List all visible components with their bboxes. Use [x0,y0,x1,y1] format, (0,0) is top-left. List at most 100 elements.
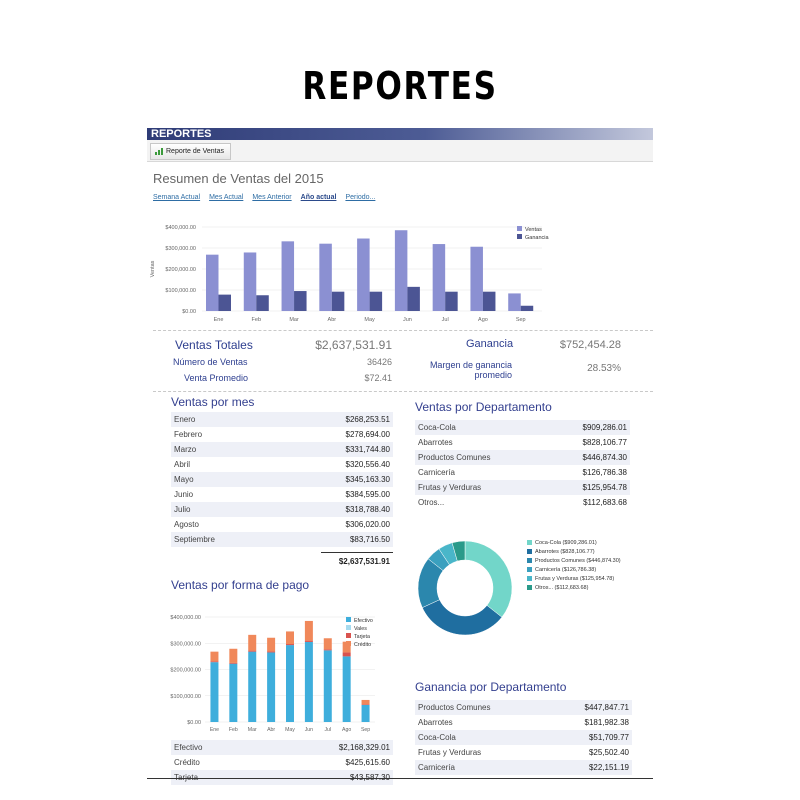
x-tick-label: Jun [305,727,313,733]
bar-tarjeta [323,649,332,651]
x-tick-label: Abr [328,317,337,323]
total-divider [321,552,393,553]
legend-label: Frutas y Verduras ($125,954.78) [535,575,615,582]
bar-ventas [357,238,370,311]
legend-item: Coca-Cola ($909,286.01) [527,538,621,547]
bar-ganancia [331,291,345,311]
y-tick-label: $400,000.00 [170,615,201,621]
ventas-por-mes-title: Ventas por mes [171,395,255,409]
bar-ganancia [218,294,231,311]
row-value: $2,168,329.01 [254,740,393,755]
row-value: $83,716.50 [277,532,393,547]
legend-label: Carnicería ($126,786.38) [535,566,597,573]
bar-efectivo [323,650,332,722]
departamento-donut-chart [417,540,513,636]
table-row: Mayo $345,163.30 [171,472,393,487]
table-row: Crédito $425,615.60 [171,755,393,770]
profit-label: Ganancia [466,338,514,350]
tab-ano-actual[interactable]: Año actual [300,194,337,201]
row-label: Agosto [174,520,199,529]
ventas-por-departamento-table: Coca-Cola $909,286.01 Abarrotes $828,106.77… [415,420,630,510]
bar-tarjeta [342,652,351,657]
bar-tarjeta [229,662,238,664]
tab-periodo[interactable]: Periodo... [345,194,376,201]
row-label: Tarjeta [171,770,255,785]
row-label: Enero [171,412,278,427]
x-tick-label: Ago [478,317,488,323]
row-label: Julio [171,502,278,517]
row-label: Abarrotes [418,438,453,447]
bar-ganancia [407,286,420,311]
row-label: Junio [174,490,194,499]
bar-ventas [243,252,257,311]
x-tick-label: Jun [403,317,412,323]
x-tick-label: Sep [361,727,370,733]
bar-ventas [206,254,219,311]
row-label: Coca-Cola [415,730,548,745]
bar-tarjeta [361,704,370,705]
table-row: Febrero $278,694.00 [171,427,393,442]
row-label: Mayo [171,472,278,487]
bar-ganancia [482,291,496,311]
bar-crédito [210,651,219,662]
x-tick-label: Feb [252,317,261,323]
table-row: Agosto $306,020.00 [171,517,393,532]
row-label: Carnicería [418,468,455,477]
legend-item: Productos Comunes ($446,874.30) [527,556,621,565]
report-button-label: Reporte de Ventas [166,148,224,155]
tab-mes-actual[interactable]: Mes Actual [209,194,244,201]
row-value: $909,286.01 [545,420,630,435]
total-sales-label: Ventas Totales [175,338,253,352]
x-tick-label: Ene [210,727,219,733]
ganancia-por-departamento-title: Ganancia por Departamento [415,680,567,694]
row-value: $306,020.00 [345,520,391,529]
bar-ventas [508,293,521,311]
donut-slice [464,540,513,618]
row-label: Abril [174,460,191,469]
bar-ganancia [256,295,269,311]
legend-swatch [346,633,351,638]
legend-swatch [517,226,522,231]
legend-label: Ventas [525,227,542,233]
bar-efectivo [342,656,351,722]
row-label: Abarrotes [418,718,453,727]
report-button[interactable]: Reporte de Ventas [150,143,231,160]
table-row: Frutas y Verduras $125,954.78 [415,480,630,495]
chart-icon [155,148,163,155]
table-row: Coca-Cola $909,286.01 [415,420,630,435]
bar-ventas [394,230,408,311]
legend-item: Abarrotes ($828,106.77) [527,547,621,556]
bar-crédito [267,637,276,652]
x-tick-label: May [364,317,375,323]
row-value: $22,151.19 [547,760,632,775]
profit-value: $752,454.28 [559,339,621,351]
bar-crédito [323,638,332,650]
table-row: Otros... $112,683.68 [415,495,630,510]
legend-item: Carnicería ($126,786.38) [527,565,621,574]
bar-efectivo [304,641,313,722]
row-value: $331,744.80 [277,442,393,457]
legend-label: Abarrotes ($828,106.77) [535,548,595,555]
avg-sale-label: Venta Promedio [184,373,249,383]
row-value: $345,163.30 [277,472,393,487]
table-row: Frutas y Verduras $25,502.40 [415,745,632,760]
row-label: Crédito [174,758,200,767]
tab-semana-actual[interactable]: Semana Actual [153,194,201,201]
x-tick-label: Mar [248,727,257,733]
legend-item: Otros... ($112,683.68) [527,583,621,592]
row-value: $425,615.60 [345,758,391,767]
sales-count-label: Número de Ventas [173,357,248,367]
tab-mes-anterior[interactable]: Mes Anterior [252,194,292,201]
bar-crédito [361,699,370,705]
bar-ventas [470,246,483,311]
legend-swatch [527,585,532,590]
panel-title-bar: REPORTES [147,128,653,140]
ventas-por-departamento-title: Ventas por Departamento [415,400,552,414]
row-value: $25,502.40 [588,748,629,757]
row-value: $446,874.30 [545,450,630,465]
legend-swatch [527,549,532,554]
row-value: $181,982.38 [584,718,630,727]
table-row: Productos Comunes $446,874.30 [415,450,630,465]
bar-efectivo [210,662,219,722]
bar-crédito [229,648,238,663]
